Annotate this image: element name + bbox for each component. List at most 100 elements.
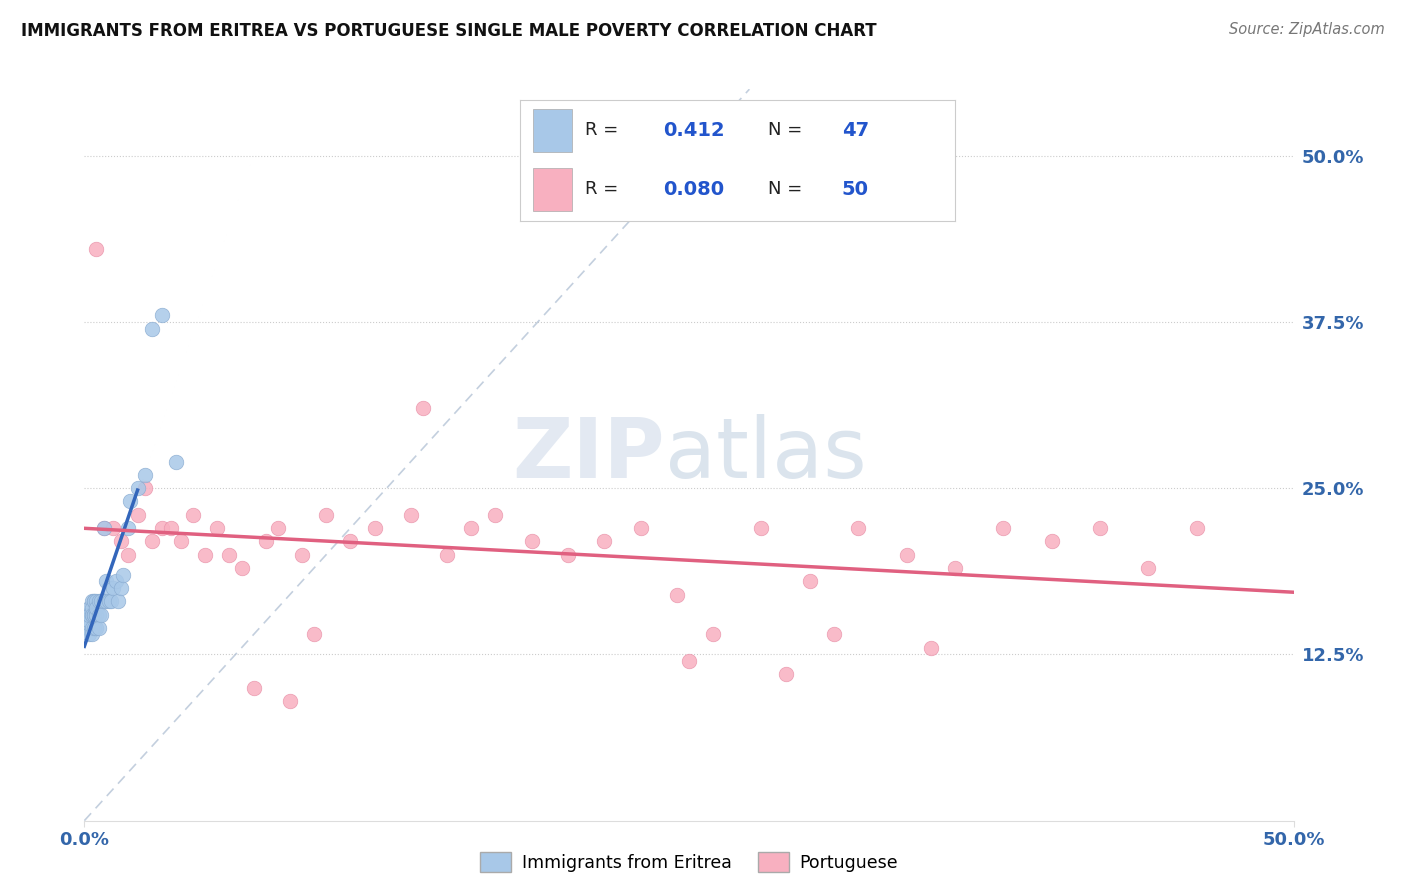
Point	[160, 521, 183, 535]
Point	[150, 308, 173, 322]
Point	[315, 508, 337, 522]
Point	[993, 521, 1015, 535]
Point	[412, 401, 434, 416]
Point	[267, 521, 290, 535]
Point	[80, 594, 103, 608]
Point	[254, 534, 277, 549]
Point	[77, 600, 100, 615]
Point	[141, 321, 163, 335]
Point	[97, 581, 120, 595]
Point	[93, 594, 115, 608]
Point	[775, 667, 797, 681]
Point	[181, 508, 204, 522]
Point	[127, 508, 149, 522]
Point	[823, 627, 845, 641]
Point	[94, 594, 117, 608]
Point	[141, 534, 163, 549]
Text: atlas: atlas	[665, 415, 866, 495]
Point	[207, 521, 229, 535]
Point	[104, 574, 127, 589]
Point	[83, 607, 105, 622]
Point	[678, 654, 700, 668]
Point	[460, 521, 482, 535]
Point	[83, 594, 105, 608]
Point	[799, 574, 821, 589]
Point	[86, 242, 108, 256]
Point	[363, 521, 385, 535]
Point	[846, 521, 869, 535]
Point	[484, 508, 506, 522]
Point	[1185, 521, 1208, 535]
Point	[110, 534, 132, 549]
Point	[117, 521, 139, 535]
Point	[86, 607, 108, 622]
Point	[77, 627, 100, 641]
Point	[93, 521, 115, 535]
Point	[436, 548, 458, 562]
Point	[150, 521, 173, 535]
Point	[1040, 534, 1063, 549]
Point	[80, 621, 103, 635]
Point	[231, 561, 253, 575]
Point	[134, 481, 156, 495]
Point	[103, 581, 125, 595]
Point	[751, 521, 773, 535]
Text: IMMIGRANTS FROM ERITREA VS PORTUGUESE SINGLE MALE POVERTY CORRELATION CHART: IMMIGRANTS FROM ERITREA VS PORTUGUESE SI…	[21, 22, 877, 40]
Point	[77, 607, 100, 622]
Point	[339, 534, 361, 549]
Point	[520, 534, 543, 549]
Point	[100, 594, 122, 608]
Point	[80, 607, 103, 622]
Point	[110, 581, 132, 595]
Point	[90, 607, 112, 622]
Point	[302, 627, 325, 641]
Point	[87, 594, 110, 608]
Point	[80, 607, 103, 622]
Point	[86, 607, 108, 622]
Text: Source: ZipAtlas.com: Source: ZipAtlas.com	[1229, 22, 1385, 37]
Point	[920, 640, 942, 655]
Point	[1137, 561, 1160, 575]
Point	[134, 467, 156, 482]
Point	[90, 594, 112, 608]
Point	[77, 614, 100, 628]
Point	[80, 627, 103, 641]
Point	[1088, 521, 1111, 535]
Point	[117, 548, 139, 562]
Point	[278, 694, 301, 708]
Legend: Immigrants from Eritrea, Portuguese: Immigrants from Eritrea, Portuguese	[472, 845, 905, 879]
Point	[76, 621, 98, 635]
Point	[242, 681, 264, 695]
Point	[112, 567, 135, 582]
Point	[120, 494, 142, 508]
Point	[94, 574, 117, 589]
Point	[165, 454, 187, 468]
Point	[86, 594, 108, 608]
Point	[86, 600, 108, 615]
Point	[86, 621, 108, 635]
Point	[194, 548, 217, 562]
Point	[87, 607, 110, 622]
Point	[127, 481, 149, 495]
Point	[593, 534, 616, 549]
Point	[76, 607, 98, 622]
Point	[630, 521, 652, 535]
Point	[83, 607, 105, 622]
Point	[83, 594, 105, 608]
Point	[291, 548, 314, 562]
Point	[97, 594, 120, 608]
Point	[93, 521, 115, 535]
Point	[896, 548, 918, 562]
Point	[80, 600, 103, 615]
Point	[702, 627, 724, 641]
Point	[103, 521, 125, 535]
Point	[399, 508, 422, 522]
Point	[83, 607, 105, 622]
Point	[665, 588, 688, 602]
Point	[943, 561, 966, 575]
Point	[170, 534, 193, 549]
Point	[107, 594, 129, 608]
Point	[87, 621, 110, 635]
Point	[83, 621, 105, 635]
Point	[557, 548, 579, 562]
